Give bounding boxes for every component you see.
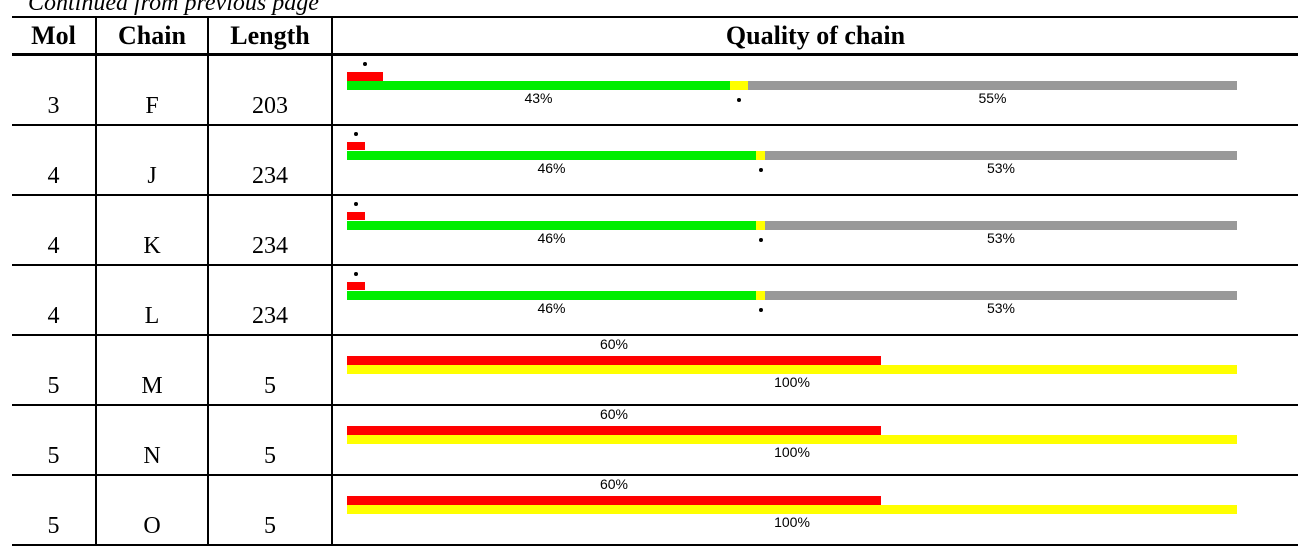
outlier-marker-dot [363, 62, 367, 66]
outlier-percent-label: 60% [599, 406, 629, 422]
warn-segment [347, 505, 1237, 514]
cell-mol: 4 [12, 194, 97, 266]
header-chain: Chain [95, 16, 209, 56]
missing-percent-label: 53% [986, 300, 1016, 316]
cell-mol: 4 [12, 124, 97, 196]
cell-quality: 60% 100% [331, 474, 1298, 546]
cell-chain: N [95, 404, 209, 476]
cell-quality: 46% 53% [331, 264, 1298, 336]
table-row: 4 L 234 46% 53% [12, 264, 1298, 336]
residue-marker-dot [759, 168, 763, 172]
cell-length: 234 [207, 194, 333, 266]
residue-marker-dot [759, 308, 763, 312]
cell-mol: 4 [12, 264, 97, 336]
good-percent-label: 46% [537, 230, 566, 246]
header-mol: Mol [12, 16, 97, 56]
quality-bar: 60% 100% [333, 406, 1298, 470]
missing-segment [765, 151, 1237, 160]
cell-mol: 5 [12, 334, 97, 406]
cell-quality: 46% 53% [331, 124, 1298, 196]
cell-quality: 43% 55% [331, 53, 1298, 126]
cell-quality: 46% 53% [331, 194, 1298, 266]
outlier-marker-dot [354, 272, 358, 276]
outlier-segment [347, 72, 383, 81]
warn-percent-label: 100% [774, 514, 810, 530]
warn-segment [756, 221, 765, 230]
cell-quality: 60% 100% [331, 404, 1298, 476]
cell-chain: L [95, 264, 209, 336]
warn-segment [347, 365, 1237, 374]
outlier-segment [347, 212, 365, 220]
cell-chain: O [95, 474, 209, 546]
good-segment [347, 291, 756, 300]
residue-marker-dot [759, 238, 763, 242]
missing-segment [765, 221, 1237, 230]
warn-percent-label: 100% [774, 444, 810, 460]
cell-chain: M [95, 334, 209, 406]
quality-bar: 46% 53% [333, 196, 1298, 260]
missing-percent-label: 53% [986, 160, 1016, 176]
continued-caption: Continued from previous page [28, 0, 319, 16]
missing-percent-label: 55% [978, 90, 1007, 106]
cell-mol: 3 [12, 53, 97, 126]
warn-segment [756, 151, 765, 160]
good-segment [347, 151, 756, 160]
outlier-marker-dot [354, 202, 358, 206]
outlier-segment [347, 356, 881, 365]
quality-bar: 46% 53% [333, 126, 1298, 190]
good-segment [347, 81, 730, 90]
cell-mol: 5 [12, 474, 97, 546]
table-body: 3 F 203 43% 55% 4 J 234 46% 53% 4 K 234 46% 53% 4 L 234 46… [12, 53, 1298, 546]
header-length: Length [207, 16, 333, 56]
cell-chain: F [95, 53, 209, 126]
quality-bar: 43% 55% [333, 56, 1298, 120]
outlier-percent-label: 60% [599, 476, 629, 492]
outlier-segment [347, 282, 365, 290]
cell-chain: J [95, 124, 209, 196]
warn-segment [730, 81, 748, 90]
table-row: 4 J 234 46% 53% [12, 124, 1298, 196]
cell-length: 5 [207, 334, 333, 406]
cell-length: 234 [207, 124, 333, 196]
cell-mol: 5 [12, 404, 97, 476]
header-quality: Quality of chain [331, 16, 1298, 56]
outlier-segment [347, 142, 365, 150]
warn-segment [347, 435, 1237, 444]
warn-percent-label: 100% [774, 374, 810, 390]
table-row: 5 N 5 60% 100% [12, 404, 1298, 476]
table-row: 4 K 234 46% 53% [12, 194, 1298, 266]
good-percent-label: 46% [537, 160, 566, 176]
table-row: 5 O 5 60% 100% [12, 474, 1298, 546]
outlier-segment [347, 426, 881, 435]
good-percent-label: 46% [537, 300, 566, 316]
good-percent-label: 43% [524, 90, 553, 106]
cell-length: 203 [207, 53, 333, 126]
warn-segment [756, 291, 765, 300]
cell-length: 5 [207, 474, 333, 546]
good-segment [347, 221, 756, 230]
missing-segment [748, 81, 1237, 90]
outlier-percent-label: 60% [599, 336, 629, 352]
cell-chain: K [95, 194, 209, 266]
quality-bar: 60% 100% [333, 476, 1298, 540]
missing-segment [765, 291, 1237, 300]
quality-bar: 46% 53% [333, 266, 1298, 330]
table-row: 3 F 203 43% 55% [12, 53, 1298, 126]
quality-bar: 60% 100% [333, 336, 1298, 400]
cell-length: 234 [207, 264, 333, 336]
residue-marker-dot [737, 98, 741, 102]
cell-length: 5 [207, 404, 333, 476]
cell-quality: 60% 100% [331, 334, 1298, 406]
table-header-row: Mol Chain Length Quality of chain [12, 16, 1298, 56]
missing-percent-label: 53% [986, 230, 1016, 246]
table-row: 5 M 5 60% 100% [12, 334, 1298, 406]
chain-quality-table: Mol Chain Length Quality of chain 3 F 203 4… [12, 16, 1298, 546]
outlier-segment [347, 496, 881, 505]
outlier-marker-dot [354, 132, 358, 136]
